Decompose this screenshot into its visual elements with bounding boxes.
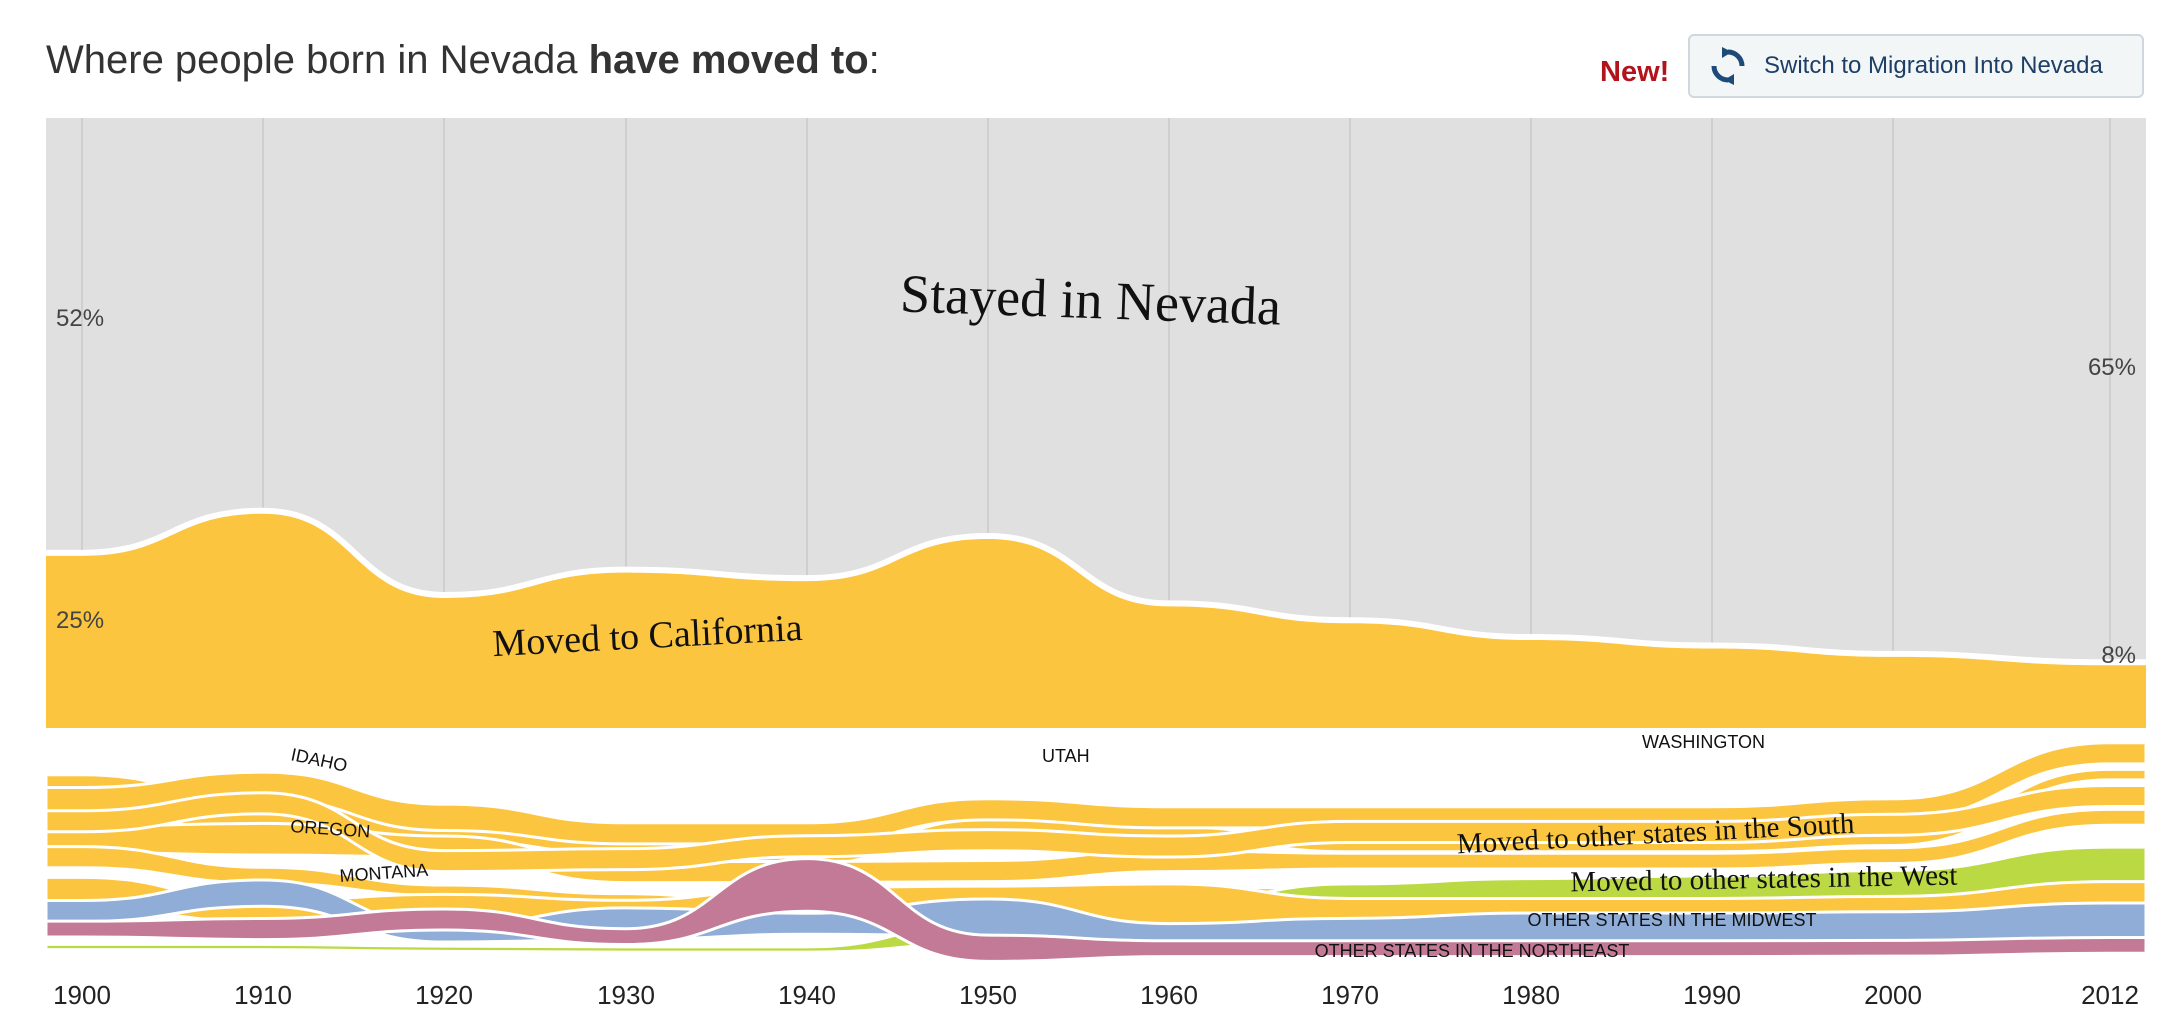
new-badge: New! — [1600, 56, 1670, 88]
chart-title: Where people born in Nevada have moved t… — [46, 38, 880, 83]
pct-stayed-2012: 65% — [2088, 354, 2136, 381]
switch-button-label: Switch to Migration Into Nevada — [1764, 52, 2103, 79]
tick-label-2000: 2000 — [1864, 980, 1922, 1010]
tick-label-1960: 1960 — [1140, 980, 1198, 1010]
stream-layers — [44, 507, 2148, 963]
tick-label-1980: 1980 — [1502, 980, 1560, 1010]
label-stayed-in-nevada: Stayed in Nevada — [899, 263, 1282, 336]
tick-label-1950: 1950 — [959, 980, 1017, 1010]
x-axis-ticks: 1900 1910 1920 1930 1940 1950 1960 1970 1980 1990… — [53, 980, 2139, 1010]
label-other-west: Moved to other states in the West — [1570, 860, 1957, 899]
tick-label-1940: 1940 — [778, 980, 836, 1010]
tick-label-1930: 1930 — [597, 980, 655, 1010]
tick-label-1920: 1920 — [415, 980, 473, 1010]
refresh-icon — [1711, 47, 1745, 85]
label-washington: WASHINGTON — [1642, 732, 1765, 752]
ribbon-washington — [44, 783, 2148, 874]
state-ribbons — [44, 741, 2148, 963]
tick-label-1910: 1910 — [234, 980, 292, 1010]
title-bold: have moved to — [588, 38, 869, 82]
pct-stayed-1900: 52% — [56, 305, 104, 332]
label-midwest: OTHER STATES IN THE MIDWEST — [1527, 910, 1816, 930]
tick-label-1990: 1990 — [1683, 980, 1741, 1010]
ribbon-other-states-in-the-northeast — [44, 857, 2148, 963]
title-prefix: Where people born in Nevada — [46, 38, 589, 82]
tick-label-1900: 1900 — [53, 980, 111, 1010]
title-suffix: : — [868, 38, 880, 82]
label-northeast: OTHER STATES IN THE NORTHEAST — [1315, 941, 1630, 961]
switch-migration-button[interactable]: Switch to Migration Into Nevada — [1688, 34, 2144, 98]
tick-label-2012: 2012 — [2081, 980, 2139, 1010]
pct-california-2012: 8% — [2101, 642, 2136, 669]
pct-california-1900: 25% — [56, 607, 104, 634]
tick-label-1970: 1970 — [1321, 980, 1379, 1010]
label-utah: UTAH — [1042, 746, 1090, 766]
